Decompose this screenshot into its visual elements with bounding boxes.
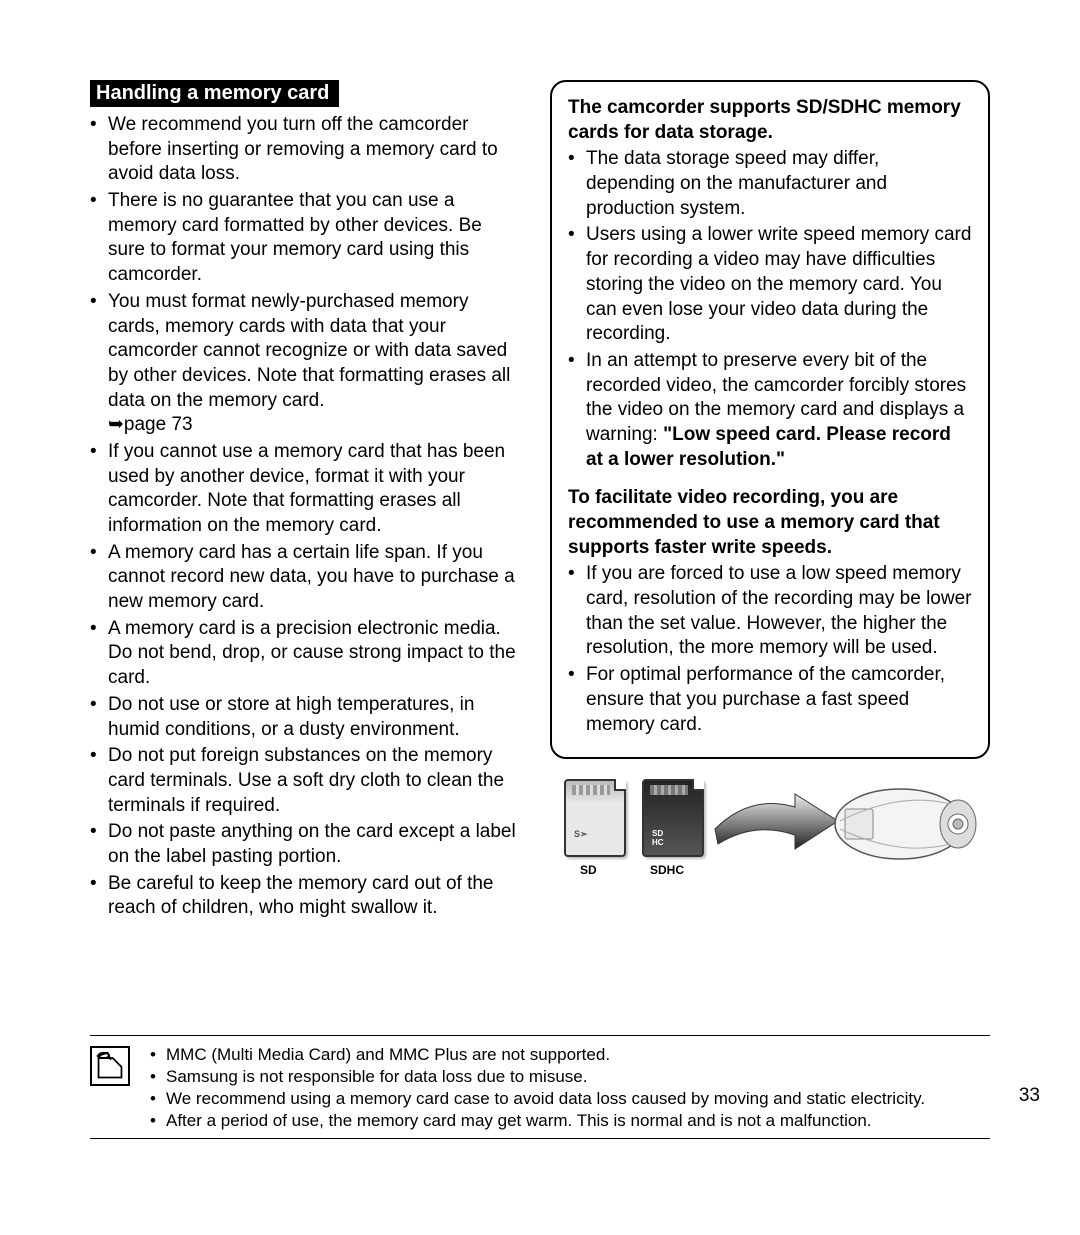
list-item: If you are forced to use a low speed mem…: [586, 562, 972, 661]
list-item: Do not paste anything on the card except…: [108, 820, 520, 869]
info-heading: The camcorder supports SD/SDHC memory ca…: [568, 96, 972, 145]
list-item: Users using a lower write speed memory c…: [586, 223, 972, 346]
list-item: The data storage speed may differ, depen…: [586, 147, 972, 221]
note-icon: [90, 1046, 130, 1086]
sd-to-camcorder-illustration: S➣ SDHC SD SDHC: [550, 779, 990, 899]
footer-note: MMC (Multi Media Card) and MMC Plus are …: [90, 1035, 990, 1139]
sd-caption: SD: [580, 863, 597, 877]
list-item: After a period of use, the memory card m…: [166, 1110, 990, 1132]
list-item: A memory card is a precision electronic …: [108, 617, 520, 691]
list-item: You must format newly-purchased memory c…: [108, 290, 520, 438]
list-item: For optimal performance of the camcorder…: [586, 663, 972, 737]
page-number: 33: [1019, 1085, 1040, 1107]
handling-bullet-list: We recommend you turn off the camcorder …: [90, 113, 520, 921]
info-box: The camcorder supports SD/SDHC memory ca…: [550, 80, 990, 759]
info-heading: To facilitate video recording, you are r…: [568, 486, 972, 560]
page-cross-reference: ➥page 73: [108, 414, 193, 435]
list-item: Do not use or store at high temperatures…: [108, 693, 520, 742]
list-item: In an attempt to preserve every bit of t…: [586, 349, 972, 472]
page-content: Handling a memory card We recommend you …: [90, 80, 990, 923]
list-item: MMC (Multi Media Card) and MMC Plus are …: [166, 1044, 990, 1066]
list-item: We recommend you turn off the camcorder …: [108, 113, 520, 187]
right-column: The camcorder supports SD/SDHC memory ca…: [550, 80, 990, 923]
list-item: We recommend using a memory card case to…: [166, 1088, 990, 1110]
left-column: Handling a memory card We recommend you …: [90, 80, 520, 923]
info-bullet-list: If you are forced to use a low speed mem…: [568, 562, 972, 737]
list-item: Do not put foreign substances on the mem…: [108, 744, 520, 818]
sdhc-card-icon: SDHC: [642, 779, 704, 857]
list-item: There is no guarantee that you can use a…: [108, 189, 520, 288]
list-item: Be careful to keep the memory card out o…: [108, 872, 520, 921]
sdhc-caption: SDHC: [650, 863, 684, 877]
info-bullet-list: The data storage speed may differ, depen…: [568, 147, 972, 472]
list-item: A memory card has a certain life span. I…: [108, 541, 520, 615]
section-heading: Handling a memory card: [90, 80, 339, 107]
list-item-text: You must format newly-purchased memory c…: [108, 291, 510, 411]
sd-card-icon: S➣: [564, 779, 626, 857]
list-item: Samsung is not responsible for data loss…: [166, 1066, 990, 1088]
camcorder-icon: [830, 779, 980, 869]
two-column-layout: Handling a memory card We recommend you …: [90, 80, 990, 923]
footer-bullet-list: MMC (Multi Media Card) and MMC Plus are …: [148, 1044, 990, 1132]
arrow-icon: [710, 789, 840, 859]
list-item: If you cannot use a memory card that has…: [108, 440, 520, 539]
